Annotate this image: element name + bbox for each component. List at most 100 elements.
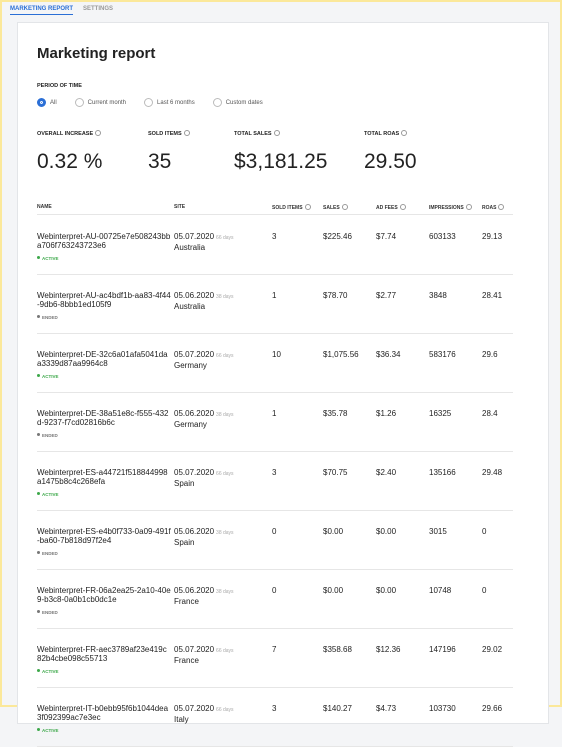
site-cell: 05.06.2020 38 days Australia: [174, 291, 234, 311]
help-icon: [399, 204, 406, 210]
radio-label[interactable]: Current month: [87, 99, 127, 106]
stat: OVERALL INCREASE 0.32 %: [37, 130, 102, 174]
campaign-name: Webinterpret-ES-e4b0f733-0a09-491f-ba60-…: [37, 527, 171, 545]
campaign-name: Webinterpret-FR-06a2ea25-2a10-40e9-b3c8-…: [37, 586, 171, 604]
site: Australia: [174, 302, 206, 311]
stat-value: $3,181.25: [234, 150, 328, 173]
radio-option[interactable]: Custom dates: [212, 98, 263, 107]
radio-dot[interactable]: [74, 98, 84, 107]
tabs: MARKETING REPORT SETTINGS: [10, 6, 113, 15]
sold-cell: 0: [272, 527, 277, 536]
roas-cell: 29.6: [482, 350, 498, 359]
period-options: All Current month Last 6 months Custom date…: [37, 98, 263, 107]
column-header-text: AD FEES: [376, 205, 398, 211]
fees-cell: $12.36: [376, 645, 401, 654]
name-cell: Webinterpret-AU-ac4bdf1b-aa83-4f44-9db6-…: [37, 291, 171, 322]
impressions-cell: 10748: [429, 586, 452, 595]
fees-cell: $7.74: [376, 232, 397, 241]
date: 05.06.2020: [174, 527, 215, 536]
sales-cell: $225.46: [323, 232, 352, 241]
stat: TOTAL SALES $3,181.25: [234, 130, 327, 174]
sold-cell: 1: [272, 409, 277, 418]
impressions-cell: 135166: [429, 468, 456, 477]
radio-option[interactable]: All: [37, 98, 57, 107]
status: ACTIVE: [37, 254, 171, 263]
sales-cell: $0.00: [323, 586, 344, 595]
report-card: Marketing report PERIOD OF TIME All Curre…: [17, 22, 549, 747]
campaign-name: Webinterpret-FR-aec3789af23e419c82b4cbe0…: [37, 645, 167, 663]
site-cell: 05.06.2020 38 days Spain: [174, 527, 234, 547]
sales-cell: $70.75: [323, 468, 348, 477]
help-icon: [498, 204, 505, 210]
site-cell: 05.07.2020 66 days Australia: [174, 232, 234, 252]
sales-cell: $78.70: [323, 291, 348, 300]
help-icon: [465, 204, 472, 210]
column-header-text: SALES: [323, 205, 340, 211]
site: Germany: [174, 420, 207, 429]
impressions-cell: 583176: [429, 350, 456, 359]
column-header-text: SOLD ITEMS: [272, 205, 303, 211]
days: 38 days: [216, 294, 234, 300]
stat-label-text: TOTAL ROAS: [364, 131, 400, 137]
stat-label: OVERALL INCREASE: [37, 130, 102, 137]
fees-cell: $36.34: [376, 350, 401, 359]
site: France: [174, 597, 199, 606]
impressions-cell: 3848: [429, 291, 447, 300]
days: 66 days: [216, 707, 234, 713]
help-icon: [341, 204, 348, 210]
column-header: NAME: [37, 204, 52, 210]
status: ACTIVE: [37, 490, 171, 499]
radio-option[interactable]: Current month: [74, 98, 127, 107]
date-line: 05.06.2020 38 days: [174, 291, 234, 302]
tab[interactable]: SETTINGS: [83, 6, 114, 12]
site: Italy: [174, 715, 189, 724]
radio-dot[interactable]: [144, 98, 154, 107]
roas-cell: 0: [482, 527, 487, 536]
sold-cell: 0: [272, 586, 277, 595]
row-divider: [37, 687, 513, 688]
status: ENDED: [37, 431, 171, 440]
site: Spain: [174, 479, 195, 488]
stat-value: 0.32 %: [37, 150, 103, 173]
radio-option[interactable]: Last 6 months: [144, 98, 195, 107]
days: 38 days: [216, 530, 234, 536]
name-cell: Webinterpret-FR-06a2ea25-2a10-40e9-b3c8-…: [37, 586, 171, 617]
column-header-text: SITE: [174, 204, 186, 210]
sold-cell: 3: [272, 232, 277, 241]
column-header-text: NAME: [37, 204, 52, 210]
name-cell: Webinterpret-AU-00725e7e508243bba706f763…: [37, 232, 171, 263]
radio-label[interactable]: Custom dates: [225, 99, 263, 106]
help-icon: [401, 130, 408, 136]
date-line: 05.07.2020 66 days: [174, 704, 234, 715]
column-header: AD FEES: [376, 204, 406, 211]
date: 05.06.2020: [174, 291, 215, 300]
stat-label: SOLD ITEMS: [148, 130, 190, 137]
date-line: 05.07.2020 66 days: [174, 350, 234, 361]
date-line: 05.06.2020 38 days: [174, 409, 234, 420]
row-divider: [37, 333, 513, 334]
stat-label: TOTAL SALES: [234, 130, 327, 137]
status: ACTIVE: [37, 667, 171, 676]
stat-label: TOTAL ROAS: [364, 130, 417, 137]
site-cell: 05.06.2020 38 days Germany: [174, 409, 234, 429]
radio-label[interactable]: All: [50, 99, 57, 106]
stat-label-text: SOLD ITEMS: [148, 131, 182, 137]
column-header: IMPRESSIONS: [429, 204, 472, 211]
roas-cell: 28.4: [482, 409, 498, 418]
name-cell: Webinterpret-FR-aec3789af23e419c82b4cbe0…: [37, 645, 171, 676]
tab[interactable]: MARKETING REPORT: [10, 6, 73, 15]
radio-dot[interactable]: [212, 98, 222, 107]
radio-label[interactable]: Last 6 months: [157, 99, 195, 106]
site: Australia: [174, 243, 206, 252]
date: 05.07.2020: [174, 645, 215, 654]
column-header: SITE: [174, 204, 185, 210]
date: 05.06.2020: [174, 409, 215, 418]
radio-dot[interactable]: [37, 98, 46, 107]
fees-cell: $0.00: [376, 586, 397, 595]
name-cell: Webinterpret-IT-b0ebb95f6b1044dea3f09239…: [37, 704, 171, 735]
column-header: SALES: [323, 204, 348, 211]
status: ENDED: [37, 608, 171, 617]
days: 66 days: [216, 353, 234, 359]
sold-cell: 3: [272, 468, 277, 477]
site: Spain: [174, 538, 195, 547]
